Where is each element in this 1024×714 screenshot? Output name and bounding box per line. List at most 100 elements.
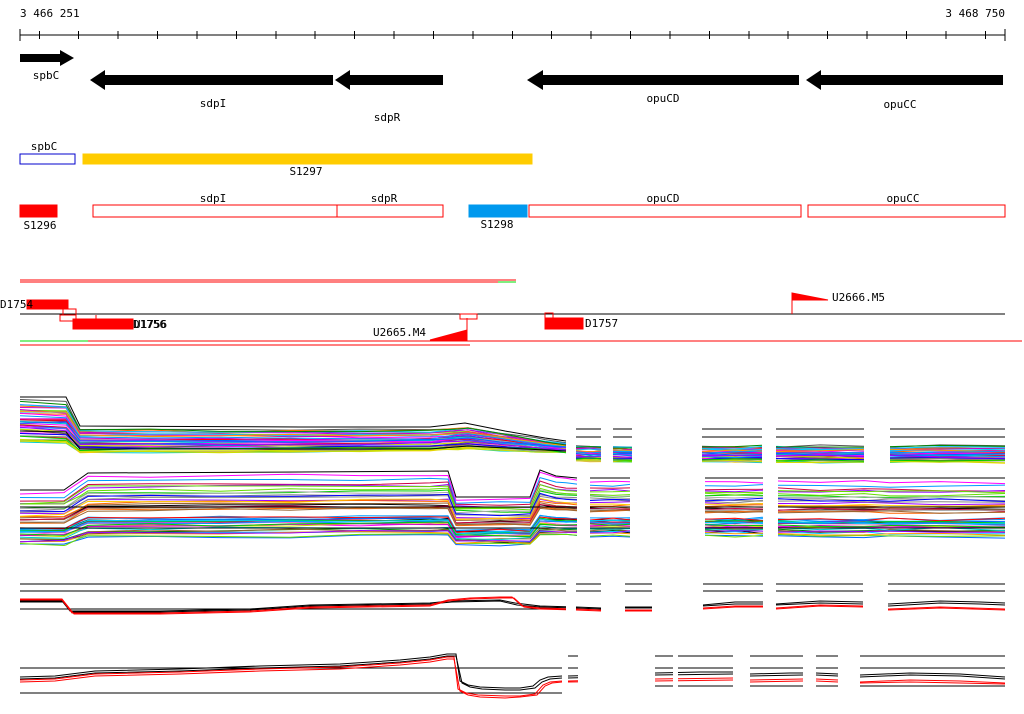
profile-line [777, 484, 1006, 488]
shift-box-D1757[interactable] [544, 317, 584, 330]
profile-series [815, 674, 839, 677]
profile-line [612, 456, 633, 459]
profile-series [19, 656, 563, 697]
profile-line [777, 507, 1006, 512]
profile-line [589, 535, 631, 538]
profile-band4 [19, 653, 1006, 699]
profile-line [704, 516, 764, 521]
profile-line [575, 450, 602, 453]
gene-arrow-spbC[interactable] [20, 50, 74, 66]
profile-series [702, 601, 763, 606]
profile-line [775, 459, 865, 462]
profile-line [704, 491, 764, 494]
profile-line [775, 446, 865, 448]
profile-line [704, 531, 764, 535]
segment-label-S1298: S1298 [480, 218, 513, 231]
profile-line [777, 530, 1006, 533]
profile-line [889, 453, 1006, 456]
profile-line [704, 534, 763, 538]
gene-arrow-sdpI[interactable] [90, 70, 333, 90]
segment-track-1: spbC S1297 [19, 140, 533, 178]
shift-ramp-U2665.M4[interactable] [429, 329, 468, 341]
profile-series [749, 678, 804, 681]
position-ruler [19, 29, 1006, 41]
profile-line [777, 495, 1006, 500]
segment-box-opuCC[interactable] [807, 204, 1006, 218]
profile-line [777, 528, 1006, 533]
gene-arrow-opuCD[interactable] [527, 70, 799, 90]
profile-line [704, 496, 764, 499]
profile-line [704, 499, 763, 504]
profile-series [677, 671, 733, 673]
profile-band3 [20, 583, 1006, 615]
profile-line [775, 452, 865, 456]
segment-box-S1297[interactable] [82, 153, 533, 165]
profile-line [589, 501, 631, 504]
shift-box[interactable] [72, 318, 134, 330]
profile-series [575, 607, 602, 610]
profile-line [889, 446, 1006, 449]
gene-arrow-sdpR[interactable] [335, 70, 443, 90]
profile-line [589, 508, 631, 510]
profile-series [575, 608, 602, 611]
profile-line [777, 517, 1006, 522]
profile-line [575, 451, 602, 454]
gene-arrow-opuCC[interactable] [806, 70, 1003, 90]
profile-series [19, 655, 563, 691]
profile-line [612, 452, 633, 455]
profile-line [704, 524, 763, 527]
profile-line [575, 448, 602, 451]
profile-series [859, 672, 1006, 678]
profile-line [889, 459, 1006, 462]
segment-label-spbC: spbC [31, 140, 58, 153]
profile-series [749, 674, 804, 677]
segment-box-spbC[interactable] [19, 153, 76, 165]
profile-line [589, 528, 631, 530]
shift-box-D1754[interactable] [26, 299, 69, 310]
shift-box[interactable] [459, 313, 478, 320]
segment-label-opuCC: opuCC [886, 192, 919, 205]
segment-box-opuCD[interactable] [528, 204, 802, 218]
profile-line [19, 489, 578, 514]
profile-line [704, 511, 764, 514]
profile-line [889, 454, 1006, 459]
profile-line [19, 520, 578, 536]
profile-line [704, 532, 763, 535]
profile-line [19, 480, 578, 506]
profile-line [589, 490, 631, 493]
segment-label-opuCD: opuCD [646, 192, 679, 205]
profile-envelope-line [19, 430, 567, 452]
profile-line [704, 504, 764, 507]
shift-label-D1757: D1757 [585, 317, 618, 330]
profile-line [589, 488, 631, 492]
profile-line [19, 507, 578, 526]
gene-track: spbC sdpI sdpR opuCD opuCC [20, 50, 1003, 124]
profile-series [815, 678, 839, 681]
profile-line [704, 488, 764, 491]
profile-line [589, 509, 631, 513]
profile-line [889, 458, 1006, 461]
segment-box-S1296[interactable] [19, 204, 58, 218]
profile-line [19, 497, 578, 520]
profile-line [777, 490, 1006, 494]
segment-box-sdpR[interactable] [336, 204, 444, 218]
profile-line [575, 447, 602, 449]
profile-series [19, 658, 563, 699]
profile-series [19, 653, 563, 689]
shift-ramp-U2666.M5[interactable] [791, 292, 829, 301]
profile-envelope-line [20, 469, 578, 498]
shift-box[interactable] [59, 314, 77, 322]
segment-box-S1298[interactable] [468, 204, 528, 218]
profile-line [575, 457, 602, 460]
segment-track-2: S1296 sdpI sdpR S1298 opuCD opuCC [19, 192, 1006, 232]
segment-box-sdpI[interactable] [92, 204, 338, 218]
profile-line [775, 452, 865, 454]
profile-line [701, 455, 763, 459]
profile-series [775, 605, 864, 610]
profile-line [589, 483, 631, 487]
profile-series [775, 604, 864, 609]
segment-label-sdpR: sdpR [371, 192, 398, 205]
profile-series [887, 602, 1006, 607]
